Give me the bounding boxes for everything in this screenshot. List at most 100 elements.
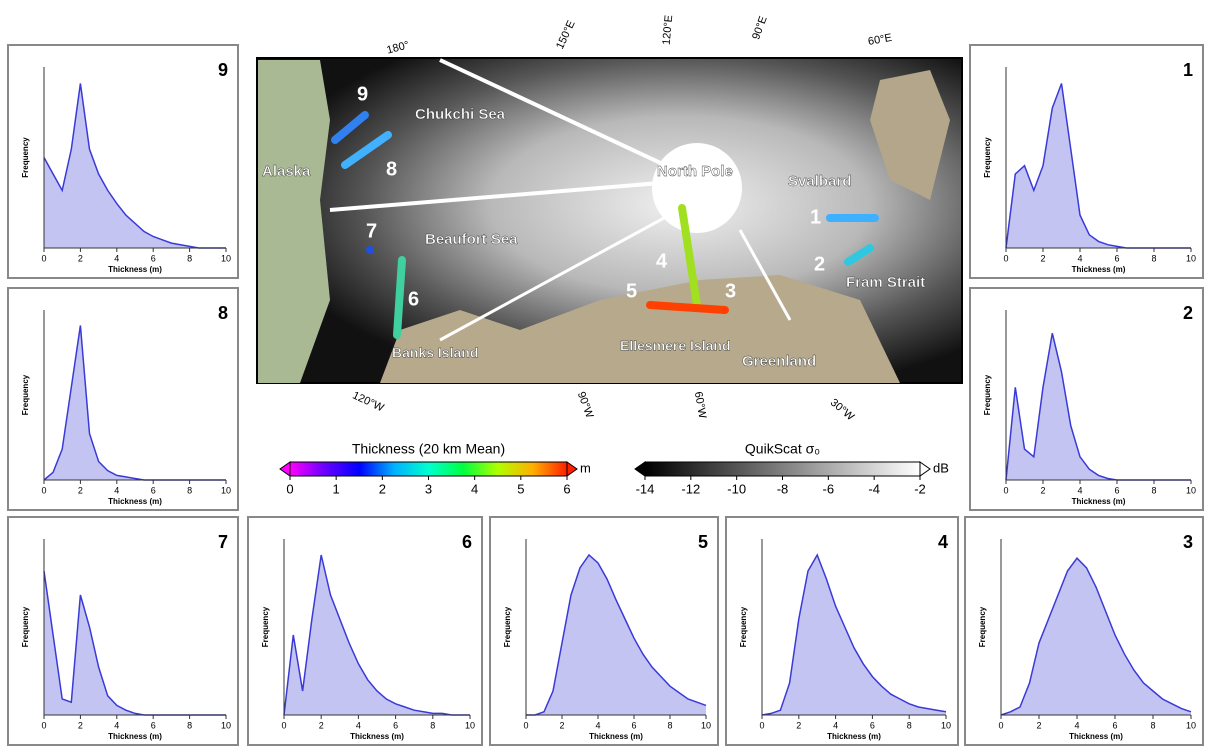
y-axis-label: Frequency [261,606,270,647]
colorbar-tick-label: -6 [823,481,835,496]
x-tick-label: 4 [356,720,361,730]
y-axis-label: Frequency [21,137,30,178]
x-tick-label: 0 [998,720,1003,730]
map [257,58,962,383]
track [366,246,374,254]
panel-label: 9 [218,60,228,80]
x-tick-label: 8 [1151,253,1156,263]
x-tick-label: 0 [41,485,46,495]
x-tick-label: 10 [1186,720,1196,730]
colorbar-tick-label: -4 [868,481,880,496]
colorbar-tick-label: -12 [681,481,700,496]
track-label: 7 [366,220,377,242]
x-tick-label: 6 [151,720,156,730]
x-tick-label: 8 [430,720,435,730]
place-label: Fram Strait [846,274,925,291]
panel-label: 7 [218,532,228,552]
colorbar [645,462,920,476]
figure: 0246810Thickness (m)Frequency90246810Thi… [0,0,1208,746]
place-label: Greenland [742,353,816,370]
x-axis-label: Thickness (m) [1072,265,1126,274]
x-tick-label: 2 [1036,720,1041,730]
x-axis-label: Thickness (m) [108,265,162,274]
x-tick-label: 4 [1077,253,1082,263]
x-tick-label: 4 [1074,720,1079,730]
y-axis-label: Frequency [983,374,992,415]
y-axis-label: Frequency [978,606,987,647]
x-tick-label: 10 [221,485,231,495]
x-tick-label: 6 [870,720,875,730]
x-tick-label: 2 [78,720,83,730]
x-tick-label: 10 [941,720,951,730]
colorbar [290,462,567,476]
page: {"chart_data": [ {"type": "area", "label… [0,0,1208,751]
x-tick-label: 10 [1186,253,1196,263]
panel-label: 2 [1183,303,1193,323]
longitude-label: 180° [385,39,410,56]
x-tick-label: 10 [1186,485,1196,495]
x-tick-label: 2 [78,253,83,263]
place-label: Alaska [262,163,311,180]
x-axis-label: Thickness (m) [108,497,162,506]
track-label: 2 [814,253,825,275]
x-tick-label: 8 [1151,485,1156,495]
x-tick-label: 2 [1040,253,1045,263]
x-tick-label: 4 [114,485,119,495]
panel-label: 3 [1183,532,1193,552]
y-axis-label: Frequency [21,374,30,415]
longitude-label: 150°E [554,19,578,51]
panel-label: 8 [218,303,228,323]
track [397,260,402,335]
x-tick-label: 8 [187,720,192,730]
x-axis-label: Thickness (m) [1072,497,1126,506]
longitude-label: 30°W [828,397,857,424]
panel-label: 1 [1183,60,1193,80]
colorbar-tick-label: -2 [914,481,926,496]
x-tick-label: 4 [595,720,600,730]
place-label: Ellesmere Island [620,338,731,354]
x-tick-label: 2 [1040,485,1045,495]
track-label: 5 [626,280,637,302]
track [650,305,725,310]
x-tick-label: 4 [114,720,119,730]
x-tick-label: 2 [78,485,83,495]
x-tick-label: 6 [393,720,398,730]
colorbar-tick-label: 1 [333,481,340,496]
x-tick-label: 6 [1114,485,1119,495]
place-label: Banks Island [392,345,478,361]
colorbar-tick-label: 5 [517,481,524,496]
x-tick-label: 6 [151,485,156,495]
x-tick-label: 2 [559,720,564,730]
panel-label: 4 [938,532,948,552]
place-label: North Pole [657,163,733,180]
x-tick-label: 8 [907,720,912,730]
x-tick-label: 0 [759,720,764,730]
x-tick-label: 4 [833,720,838,730]
track-label: 9 [357,83,368,105]
x-axis-label: Thickness (m) [108,732,162,741]
place-label: Chukchi Sea [415,106,506,123]
longitude-label: 90°W [575,390,596,420]
x-tick-label: 10 [465,720,475,730]
place-label: Svalbard [788,173,851,190]
longitude-label: 120°W [350,389,386,414]
longitude-label: 90°E [750,15,769,42]
x-tick-label: 8 [187,253,192,263]
x-tick-label: 10 [221,253,231,263]
panel-label: 6 [462,532,472,552]
x-tick-label: 0 [41,253,46,263]
x-tick-label: 2 [319,720,324,730]
colorbar-unit: dB [933,460,949,475]
x-tick-label: 0 [281,720,286,730]
track-label: 3 [725,280,736,302]
pole-hole [652,143,742,233]
y-axis-label: Frequency [983,137,992,178]
x-axis-label: Thickness (m) [827,732,881,741]
colorbar-tick-label: 0 [286,481,293,496]
x-tick-label: 8 [187,485,192,495]
longitude-label: 60°E [867,32,893,48]
colorbar-tick-label: 6 [563,481,570,496]
track-label: 1 [810,206,821,228]
x-tick-label: 0 [1003,253,1008,263]
panel-label: 5 [698,532,708,552]
